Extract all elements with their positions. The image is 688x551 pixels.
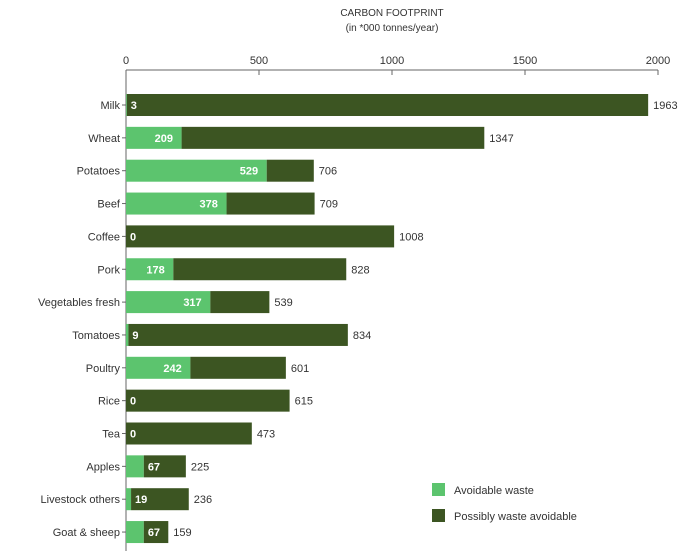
avoidable-value-label: 317 [183,297,201,309]
x-tick-label: 1500 [513,55,537,67]
x-tick-label: 500 [250,55,268,67]
total-value-label: 159 [173,527,191,539]
bar-possibly-avoidable [143,521,169,544]
avoidable-value-label: 0 [130,429,136,441]
bar-possibly-avoidable [226,192,315,215]
legend-label: Avoidable waste [454,485,534,497]
bar-possibly-avoidable [126,422,252,445]
avoidable-value-label: 0 [130,396,136,408]
bar-possibly-avoidable [126,389,290,412]
x-tick-label: 1000 [380,55,404,67]
total-value-label: 236 [194,494,212,506]
total-value-label: 706 [319,166,337,178]
total-value-label: 225 [191,461,209,473]
bar-avoidable-waste [126,258,174,281]
avoidable-value-label: 209 [155,133,173,145]
bar-avoidable-waste [126,488,132,511]
category-label: Tomatoes [72,330,120,342]
total-value-label: 539 [274,297,292,309]
bar-avoidable-waste [126,159,267,182]
category-label: Beef [97,199,121,211]
total-value-label: 834 [353,330,371,342]
bar-avoidable-waste [126,192,227,215]
avoidable-value-label: 529 [240,166,258,178]
category-label: Wheat [88,133,120,145]
avoidable-value-label: 19 [135,494,147,506]
bar-avoidable-waste [126,323,129,346]
total-value-label: 828 [351,264,369,276]
category-label: Milk [100,100,120,112]
category-label: Rice [98,396,120,408]
category-label: Goat & sheep [53,527,120,539]
bar-possibly-avoidable [131,488,189,511]
total-value-label: 709 [320,199,338,211]
bar-possibly-avoidable [190,356,286,379]
bar-possibly-avoidable [181,126,485,149]
total-value-label: 473 [257,429,275,441]
legend-label: Possibly waste avoidable [454,511,577,523]
avoidable-value-label: 3 [131,100,137,112]
legend: Avoidable waste Possibly waste avoidable [432,483,577,523]
legend-swatch [432,509,445,522]
bar-possibly-avoidable [266,159,314,182]
total-value-label: 1963 [653,100,677,112]
total-value-label: 1008 [399,231,423,243]
category-label: Vegetables fresh [38,297,120,309]
avoidable-value-label: 178 [146,264,164,276]
avoidable-value-label: 378 [200,199,218,211]
bar-avoidable-waste [126,126,182,149]
avoidable-value-label: 67 [148,527,160,539]
x-tick-label: 0 [123,55,129,67]
avoidable-value-label: 9 [132,330,138,342]
category-label: Potatoes [77,166,121,178]
bar-possibly-avoidable [173,258,347,281]
chart-title: CARBON FOOTPRINT [340,8,443,19]
avoidable-value-label: 0 [130,231,136,243]
bar-avoidable-waste [126,521,144,544]
bar-avoidable-waste [126,94,127,116]
bar-possibly-avoidable [126,94,649,116]
total-value-label: 1347 [489,133,513,145]
category-label: Apples [86,461,120,473]
category-label: Coffee [88,231,120,243]
category-label: Tea [102,429,121,441]
bars: Milk 3 1963 Wheat 209 1347 Potatoes 529 706 Beef 3… [38,94,678,544]
x-tick-label: 2000 [646,55,670,67]
bar-possibly-avoidable [210,291,270,314]
chart-subtitle: (in *000 tonnes/year) [346,23,439,34]
avoidable-value-label: 67 [148,461,160,473]
avoidable-value-label: 242 [163,363,181,375]
legend-swatch [432,483,445,496]
bar-possibly-avoidable [126,225,395,248]
category-label: Pork [97,264,120,276]
bar-possibly-avoidable [128,323,348,346]
bar-avoidable-waste [126,356,191,379]
bar-possibly-avoidable [143,455,186,478]
bar-avoidable-waste [126,291,211,314]
category-label: Poultry [86,363,121,375]
category-label: Livestock others [41,494,121,506]
bar-avoidable-waste [126,455,144,478]
total-value-label: 615 [295,396,313,408]
total-value-label: 601 [291,363,309,375]
